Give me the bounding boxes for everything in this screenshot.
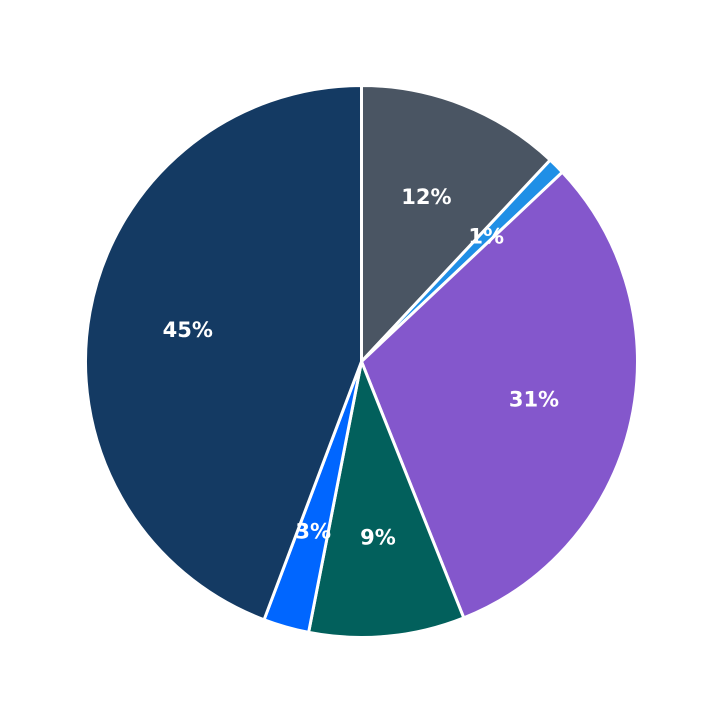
pie-slice-0	[360, 84, 552, 363]
pie-slice-label-1: 1%	[468, 224, 504, 248]
pie-slices	[84, 84, 639, 639]
pie-slice-label-2: 31%	[509, 388, 559, 412]
pie-slice-5	[84, 84, 363, 622]
pie-slice-label-0: 12%	[401, 185, 451, 209]
pie-slice-2	[360, 170, 639, 620]
pie-slice-3	[307, 360, 466, 639]
pie-slice-label-4: 3%	[295, 519, 331, 543]
pie-slice-label-3: 9%	[360, 525, 396, 549]
pie-labels: 12% 1% 31% 9% 3% 45%	[163, 185, 560, 549]
pie-slice-label-5: 45%	[163, 318, 213, 342]
